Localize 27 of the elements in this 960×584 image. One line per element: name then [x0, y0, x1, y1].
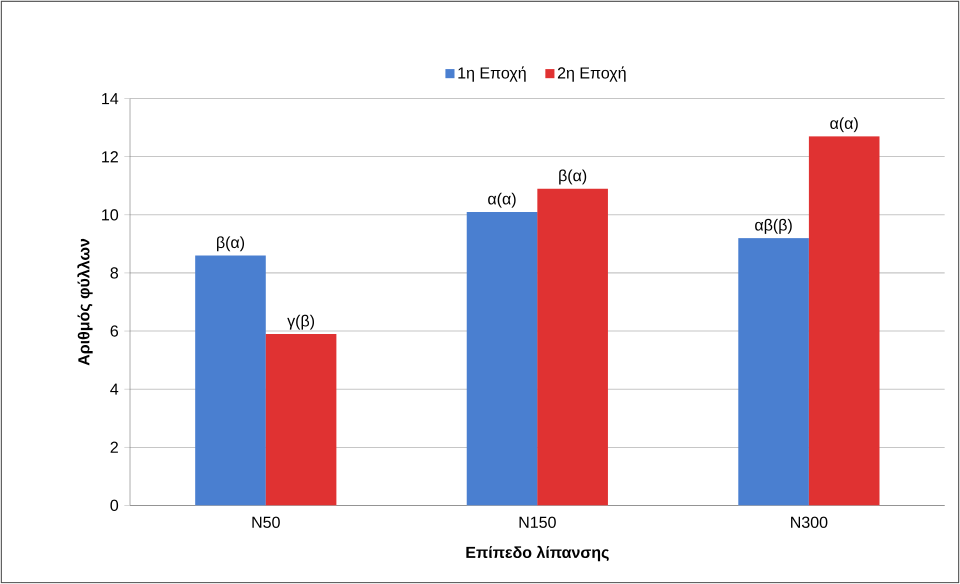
legend-label: 2η Εποχή	[558, 66, 626, 82]
y-tick-label: 14	[102, 93, 118, 104]
y-tick-label: 8	[110, 267, 118, 279]
y-tick-label: 0	[110, 500, 118, 511]
data-label: β(α)	[559, 170, 586, 184]
bar	[808, 136, 880, 506]
data-label: α(α)	[830, 117, 858, 132]
bar	[195, 256, 266, 506]
y-tick-label: 12	[102, 151, 118, 162]
y-tick-label: 6	[110, 325, 118, 337]
bar	[738, 238, 809, 506]
data-label: α(α)	[488, 192, 516, 208]
data-label: αβ(β)	[755, 218, 792, 234]
x-tick-label: N150	[520, 516, 556, 528]
x-tick-label: N300	[791, 516, 828, 528]
bar	[537, 188, 608, 506]
data-label: γ(β)	[287, 314, 314, 330]
y-tick-label: 10	[102, 209, 118, 220]
x-axis-title: Επίπεδο λίπανσης	[466, 546, 609, 562]
legend-label: 1η Εποχή	[458, 66, 526, 82]
data-label: β(α)	[217, 236, 244, 252]
bar	[266, 334, 336, 506]
y-tick-label: 2	[110, 442, 118, 453]
x-tick-label: N50	[252, 516, 280, 528]
y-axis-title: Αριθμός φύλλων	[77, 238, 93, 366]
y-tick-label: 4	[110, 384, 118, 395]
bar	[466, 212, 538, 506]
